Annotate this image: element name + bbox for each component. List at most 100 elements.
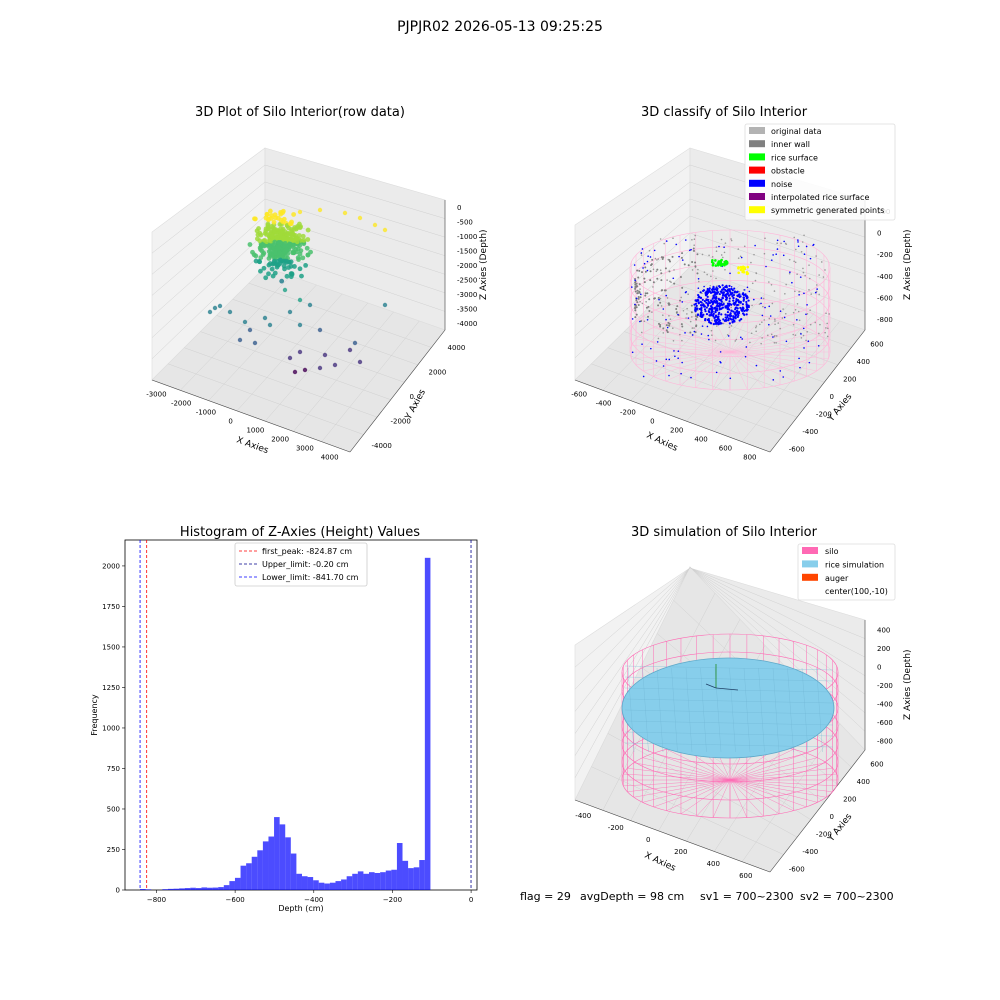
- noise-point: [665, 240, 668, 242]
- original-data-point: [738, 304, 741, 306]
- rice-mesh-line: [700, 667, 707, 753]
- inner-wall-point: [668, 324, 671, 327]
- noise-point: [715, 305, 718, 308]
- noise-point: [731, 295, 734, 298]
- original-data-point: [762, 297, 765, 300]
- noise-point: [730, 285, 733, 288]
- noise-point: [733, 287, 736, 290]
- grid-line: [607, 733, 798, 838]
- data-point: [272, 239, 278, 245]
- silo-spoke: [729, 779, 837, 787]
- noise-point: [724, 306, 727, 309]
- legend-label: original data: [771, 127, 822, 136]
- histogram-axes-frame: [124, 539, 478, 891]
- rice-mesh-line: [816, 667, 823, 753]
- noise-point: [737, 300, 740, 303]
- inner-wall-point: [634, 278, 637, 281]
- noise-point: [735, 306, 738, 309]
- inner-wall-point: [690, 311, 693, 314]
- data-point: [271, 219, 277, 225]
- y-axis-line: [769, 749, 866, 873]
- noise-point: [732, 316, 735, 319]
- noise-point: [732, 310, 735, 313]
- legend-label: Upper_limit: -0.20 cm: [262, 560, 349, 569]
- original-data-point: [682, 309, 685, 312]
- inner-wall-point: [681, 252, 684, 255]
- noise-point: [706, 295, 709, 298]
- original-data-point: [730, 306, 733, 309]
- x-tick-label: -200: [608, 824, 624, 832]
- original-data-point: [758, 323, 761, 326]
- noise-point: [741, 303, 744, 306]
- original-data-point: [788, 272, 791, 275]
- noise-point: [708, 310, 711, 314]
- inner-wall-point: [637, 276, 640, 279]
- silo-spoke: [665, 322, 731, 353]
- y-tick-label: -200: [816, 410, 832, 418]
- noise-point: [725, 319, 728, 322]
- inner-wall-point: [673, 282, 676, 285]
- inner-wall-point: [635, 299, 638, 302]
- original-data-point: [691, 316, 693, 318]
- noise-point: [665, 358, 668, 361]
- z-tick-label: -1500: [457, 248, 477, 256]
- x-tick-label: −400: [304, 896, 323, 904]
- inner-wall-point: [681, 286, 684, 289]
- original-data-point: [766, 334, 769, 337]
- data-point: [257, 230, 263, 236]
- original-data-point: [711, 334, 713, 337]
- grid-line: [248, 282, 432, 348]
- y-tick-label: 400: [857, 358, 870, 366]
- noise-point: [760, 297, 763, 299]
- original-data-point: [720, 254, 723, 256]
- original-data-point: [749, 341, 751, 344]
- grid-line: [168, 363, 364, 435]
- noise-point: [712, 322, 715, 326]
- noise-point: [677, 357, 679, 359]
- noise-point: [653, 249, 656, 252]
- rice-mesh-line: [671, 667, 678, 753]
- data-point: [277, 250, 283, 256]
- histogram-bar: [424, 557, 431, 890]
- inner-wall-point: [648, 298, 651, 301]
- noise-point: [640, 293, 642, 296]
- data-point: [282, 287, 288, 293]
- symmetric-point: [746, 272, 750, 275]
- inner-wall-point: [644, 294, 647, 297]
- data-point: [332, 362, 338, 368]
- noise-point: [745, 313, 748, 316]
- original-data-point: [648, 249, 651, 252]
- noise-point: [717, 320, 721, 323]
- legend-swatch: [749, 140, 765, 148]
- grid-line: [640, 315, 825, 383]
- legend-label: rice simulation: [825, 560, 884, 569]
- noise-point: [800, 333, 802, 335]
- original-data-point: [709, 284, 712, 287]
- data-point: [267, 244, 273, 250]
- noise-point: [697, 302, 700, 305]
- original-data-point: [753, 253, 755, 256]
- grid-line: [151, 249, 446, 360]
- inner-wall-point: [660, 289, 663, 292]
- noise-point: [700, 307, 703, 310]
- inner-wall-point: [634, 281, 637, 284]
- noise-point: [703, 285, 705, 288]
- original-data-point: [785, 283, 787, 286]
- grid-line: [602, 275, 716, 391]
- panel-classified-3d: 3D classify of Silo Interior -600 -400 -20…: [571, 105, 913, 462]
- noise-point: [747, 299, 750, 302]
- data-point: [278, 211, 284, 217]
- legend-label: noise: [771, 180, 792, 189]
- silo-spoke: [642, 779, 731, 803]
- rice-surface-point: [714, 259, 717, 262]
- x-tick-label: -3000: [146, 391, 166, 399]
- rice-mesh-line: [624, 665, 834, 671]
- original-data-point: [735, 338, 738, 341]
- noise-point: [797, 245, 800, 248]
- noise-point: [707, 334, 710, 337]
- rice-mesh-line: [624, 742, 834, 748]
- histogram-ticks: −800 −600 −400 −200 0 0 250 500 750 1000 1250 1500 1…: [102, 562, 473, 904]
- z-tick-label: -600: [877, 719, 893, 727]
- data-point: [291, 212, 297, 217]
- noise-point: [744, 355, 747, 358]
